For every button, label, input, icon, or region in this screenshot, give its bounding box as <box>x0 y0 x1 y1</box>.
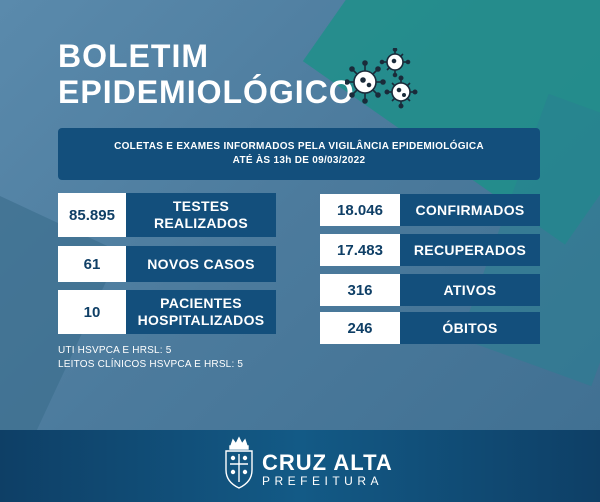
stat-row-hospitalizados: 10 PACIENTES HOSPITALIZADOS <box>58 290 276 334</box>
notes: UTI HSVPCA E HRSL: 5 LEITOS CLÍNICOS HSV… <box>58 344 243 372</box>
note-uti: UTI HSVPCA E HRSL: 5 <box>58 345 172 356</box>
stat-label: TESTES REALIZADOS <box>126 193 276 237</box>
info-banner: COLETAS E EXAMES INFORMADOS PELA VIGILÂN… <box>58 128 540 180</box>
stat-label: ÓBITOS <box>400 312 540 344</box>
footer-bar <box>0 430 600 502</box>
brand-name: CRUZ ALTA <box>262 450 393 475</box>
note-leitos: LEITOS CLÍNICOS HSVPCA E HRSL: 5 <box>58 359 244 370</box>
stat-label: CONFIRMADOS <box>400 194 540 226</box>
stat-label: PACIENTES HOSPITALIZADOS <box>126 290 276 334</box>
page-title: BOLETIM EPIDEMIOLÓGICO <box>58 38 355 110</box>
stat-row-novos-casos: 61 NOVOS CASOS <box>58 246 276 282</box>
stat-value: 18.046 <box>320 194 400 226</box>
stat-row-ativos: 316 ATIVOS <box>320 274 540 306</box>
stat-label: NOVOS CASOS <box>126 246 276 282</box>
stat-label: RECUPERADOS <box>400 234 540 266</box>
title-line-2: EPIDEMIOLÓGICO <box>58 74 355 110</box>
stat-label-line: HOSPITALIZADOS <box>137 312 265 328</box>
virus-icon <box>345 48 418 109</box>
stat-row-testes: 85.895 TESTES REALIZADOS <box>58 193 276 237</box>
stat-row-obitos: 246 ÓBITOS <box>320 312 540 344</box>
brand-subtitle: PREFEITURA <box>262 474 384 488</box>
stat-label-line: TESTES <box>172 198 230 214</box>
stat-label: ATIVOS <box>400 274 540 306</box>
info-line-1: COLETAS E EXAMES INFORMADOS PELA VIGILÂN… <box>114 141 484 152</box>
stat-value: 17.483 <box>320 234 400 266</box>
stat-row-confirmados: 18.046 CONFIRMADOS <box>320 194 540 226</box>
brand: CRUZ ALTA PREFEITURA <box>262 450 393 489</box>
coat-of-arms-icon <box>225 436 253 489</box>
title-line-1: BOLETIM <box>58 38 209 74</box>
stat-value: 85.895 <box>58 193 126 237</box>
stat-value: 316 <box>320 274 400 306</box>
stat-value: 10 <box>58 290 126 334</box>
stat-value: 246 <box>320 312 400 344</box>
stat-label-line: PACIENTES <box>160 295 242 311</box>
stat-value: 61 <box>58 246 126 282</box>
info-line-2: ATÉ ÀS 13h DE 09/03/2022 <box>232 155 366 166</box>
stat-label-line: REALIZADOS <box>154 215 248 231</box>
stat-row-recuperados: 17.483 RECUPERADOS <box>320 234 540 266</box>
